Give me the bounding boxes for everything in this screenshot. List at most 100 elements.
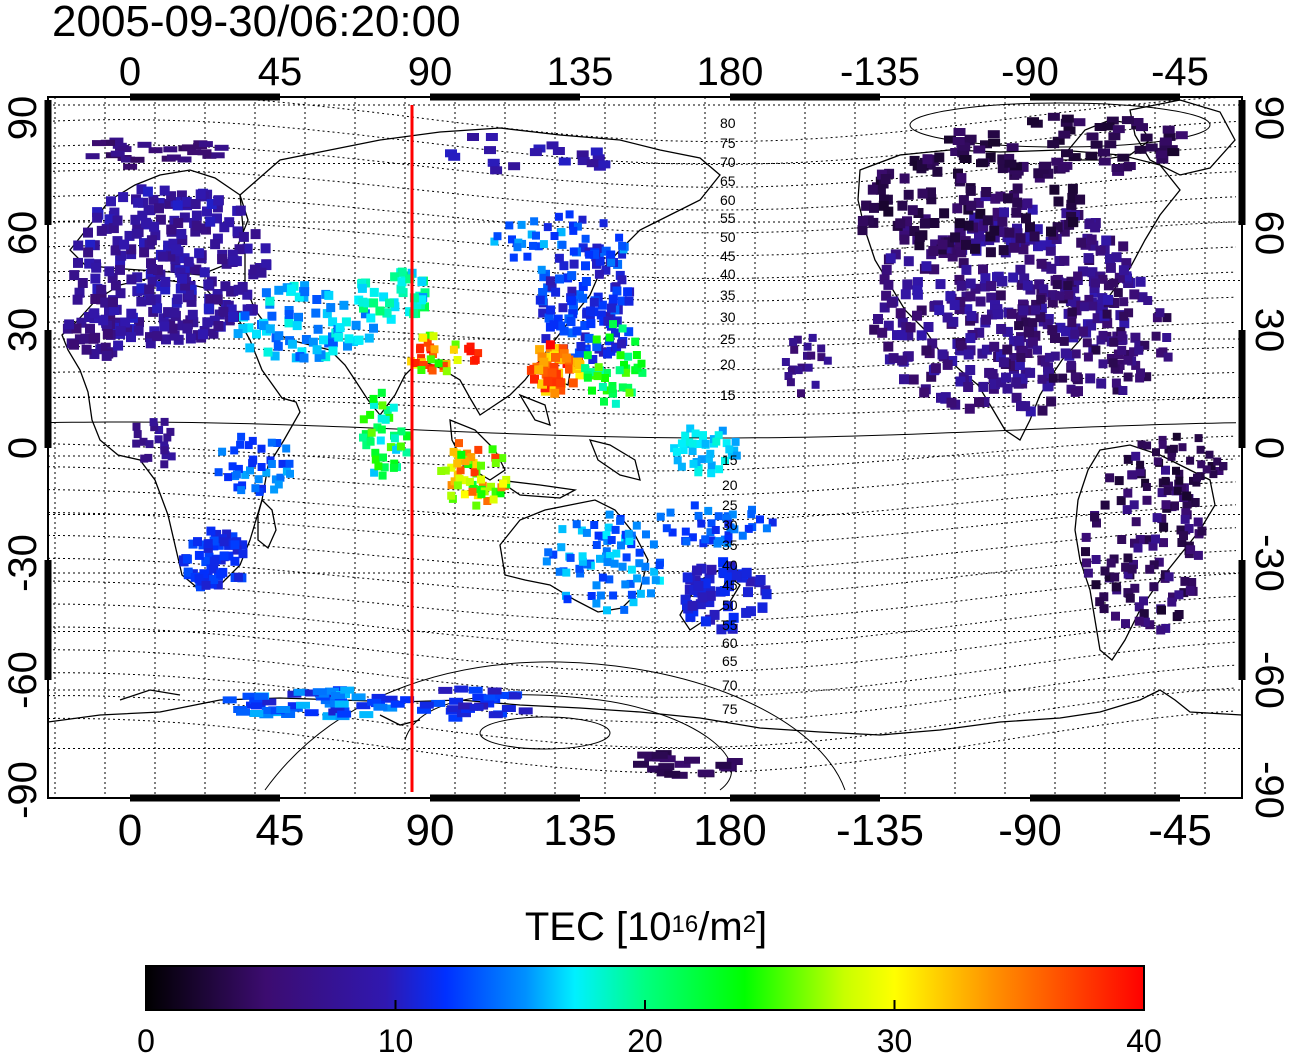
colorbar-tick-label: 0: [137, 1023, 155, 1057]
tec-cell: [985, 152, 996, 163]
tec-cell: [926, 371, 937, 382]
tec-cell: [1022, 280, 1033, 291]
tec-cell: [142, 186, 153, 197]
tec-cell: [115, 326, 126, 336]
tec-cell: [584, 333, 594, 343]
tec-cell: [975, 208, 986, 219]
tec-cell: [576, 342, 586, 351]
tec-cell: [311, 308, 321, 318]
tec-cell: [562, 568, 571, 577]
tec-cell: [1167, 452, 1176, 461]
tec-cell: [118, 192, 129, 203]
tec-cell: [592, 541, 601, 549]
tec-cell: [1021, 213, 1031, 224]
tec-cell: [530, 217, 539, 226]
tec-cell: [589, 297, 599, 307]
tec-cell: [1090, 222, 1101, 233]
tec-cell: [163, 433, 172, 442]
tec-cell: [704, 597, 715, 608]
tec-cell: [181, 144, 196, 151]
tec-cell: [617, 296, 627, 306]
tec-cell: [198, 540, 208, 550]
tec-cell: [1081, 532, 1091, 542]
tec-cell: [428, 366, 437, 375]
tec-cell: [559, 326, 569, 336]
tec-cell: [493, 232, 502, 241]
tec-cell: [1174, 590, 1184, 600]
tec-cell: [267, 438, 276, 447]
tec-cell: [325, 687, 339, 695]
tec-cell: [956, 280, 967, 291]
tec-cell: [259, 321, 269, 331]
tec-cell: [145, 332, 155, 343]
magnetic-latitude-label: 30: [722, 517, 738, 533]
tec-cell: [300, 287, 310, 297]
tec-cell: [212, 289, 223, 299]
tec-cell: [262, 698, 277, 706]
tec-cell: [1143, 296, 1153, 305]
tec-cell: [412, 300, 422, 310]
tec-cell: [1046, 226, 1056, 237]
tec-cell: [1121, 562, 1131, 572]
tec-cell: [728, 612, 739, 623]
tec-cell: [992, 207, 1003, 218]
tec-cell: [1111, 611, 1120, 621]
tec-cell: [1051, 157, 1064, 166]
tec-cell: [257, 444, 266, 453]
tec-cell: [731, 437, 740, 446]
tec-cell: [451, 340, 460, 349]
tec-cell: [153, 264, 163, 275]
tec-cell: [172, 200, 183, 211]
tec-cell: [234, 464, 243, 473]
tec-cell: [1052, 222, 1063, 233]
tec-cell: [375, 306, 385, 316]
tec-cell: [697, 455, 706, 464]
tec-cell: [377, 425, 386, 434]
tec-cell: [100, 342, 111, 353]
tec-cell: [453, 356, 462, 364]
tec-cell: [380, 463, 389, 472]
tec-cell: [633, 760, 649, 768]
tec-cell: [101, 320, 112, 331]
tec-cell: [472, 693, 487, 701]
tec-cell: [183, 256, 194, 267]
tec-cell: [1004, 227, 1015, 238]
tec-cell: [238, 481, 247, 490]
tec-cell: [1140, 133, 1153, 142]
tec-cell: [609, 320, 617, 329]
tec-cell: [1042, 381, 1053, 392]
tec-cell: [566, 553, 575, 562]
tec-cell: [965, 291, 976, 302]
tec-cell: [602, 552, 610, 561]
tec-cell: [756, 515, 764, 524]
tec-cell: [1134, 616, 1144, 626]
tec-cell: [1095, 597, 1105, 607]
tec-cell: [981, 344, 992, 355]
tec-cell: [973, 197, 984, 208]
tec-cell: [592, 599, 601, 608]
tec-cell: [596, 554, 604, 563]
tec-cell: [1209, 470, 1218, 479]
tec-cell: [257, 463, 266, 471]
tec-cell: [212, 233, 223, 244]
tec-cell: [1137, 292, 1148, 303]
tec-cell: [274, 480, 283, 489]
tec-cell: [1102, 318, 1113, 329]
tec-cell: [377, 414, 386, 423]
tec-cell: [1123, 488, 1133, 498]
tec-cell: [955, 229, 966, 240]
tec-cell: [209, 575, 219, 584]
tec-cell: [160, 417, 169, 426]
tec-cell: [205, 294, 216, 305]
tec-cell: [606, 552, 615, 560]
tec-cell: [89, 308, 100, 319]
colorbar-tick-label: 10: [378, 1023, 414, 1057]
tec-cell: [389, 403, 398, 412]
tec-cell: [781, 358, 790, 366]
tec-cell: [242, 692, 257, 700]
tec-cell: [1159, 538, 1168, 548]
tec-cell: [226, 304, 237, 315]
tec-cell: [624, 529, 633, 538]
tec-cell: [1161, 623, 1171, 633]
tec-cell: [122, 325, 133, 336]
